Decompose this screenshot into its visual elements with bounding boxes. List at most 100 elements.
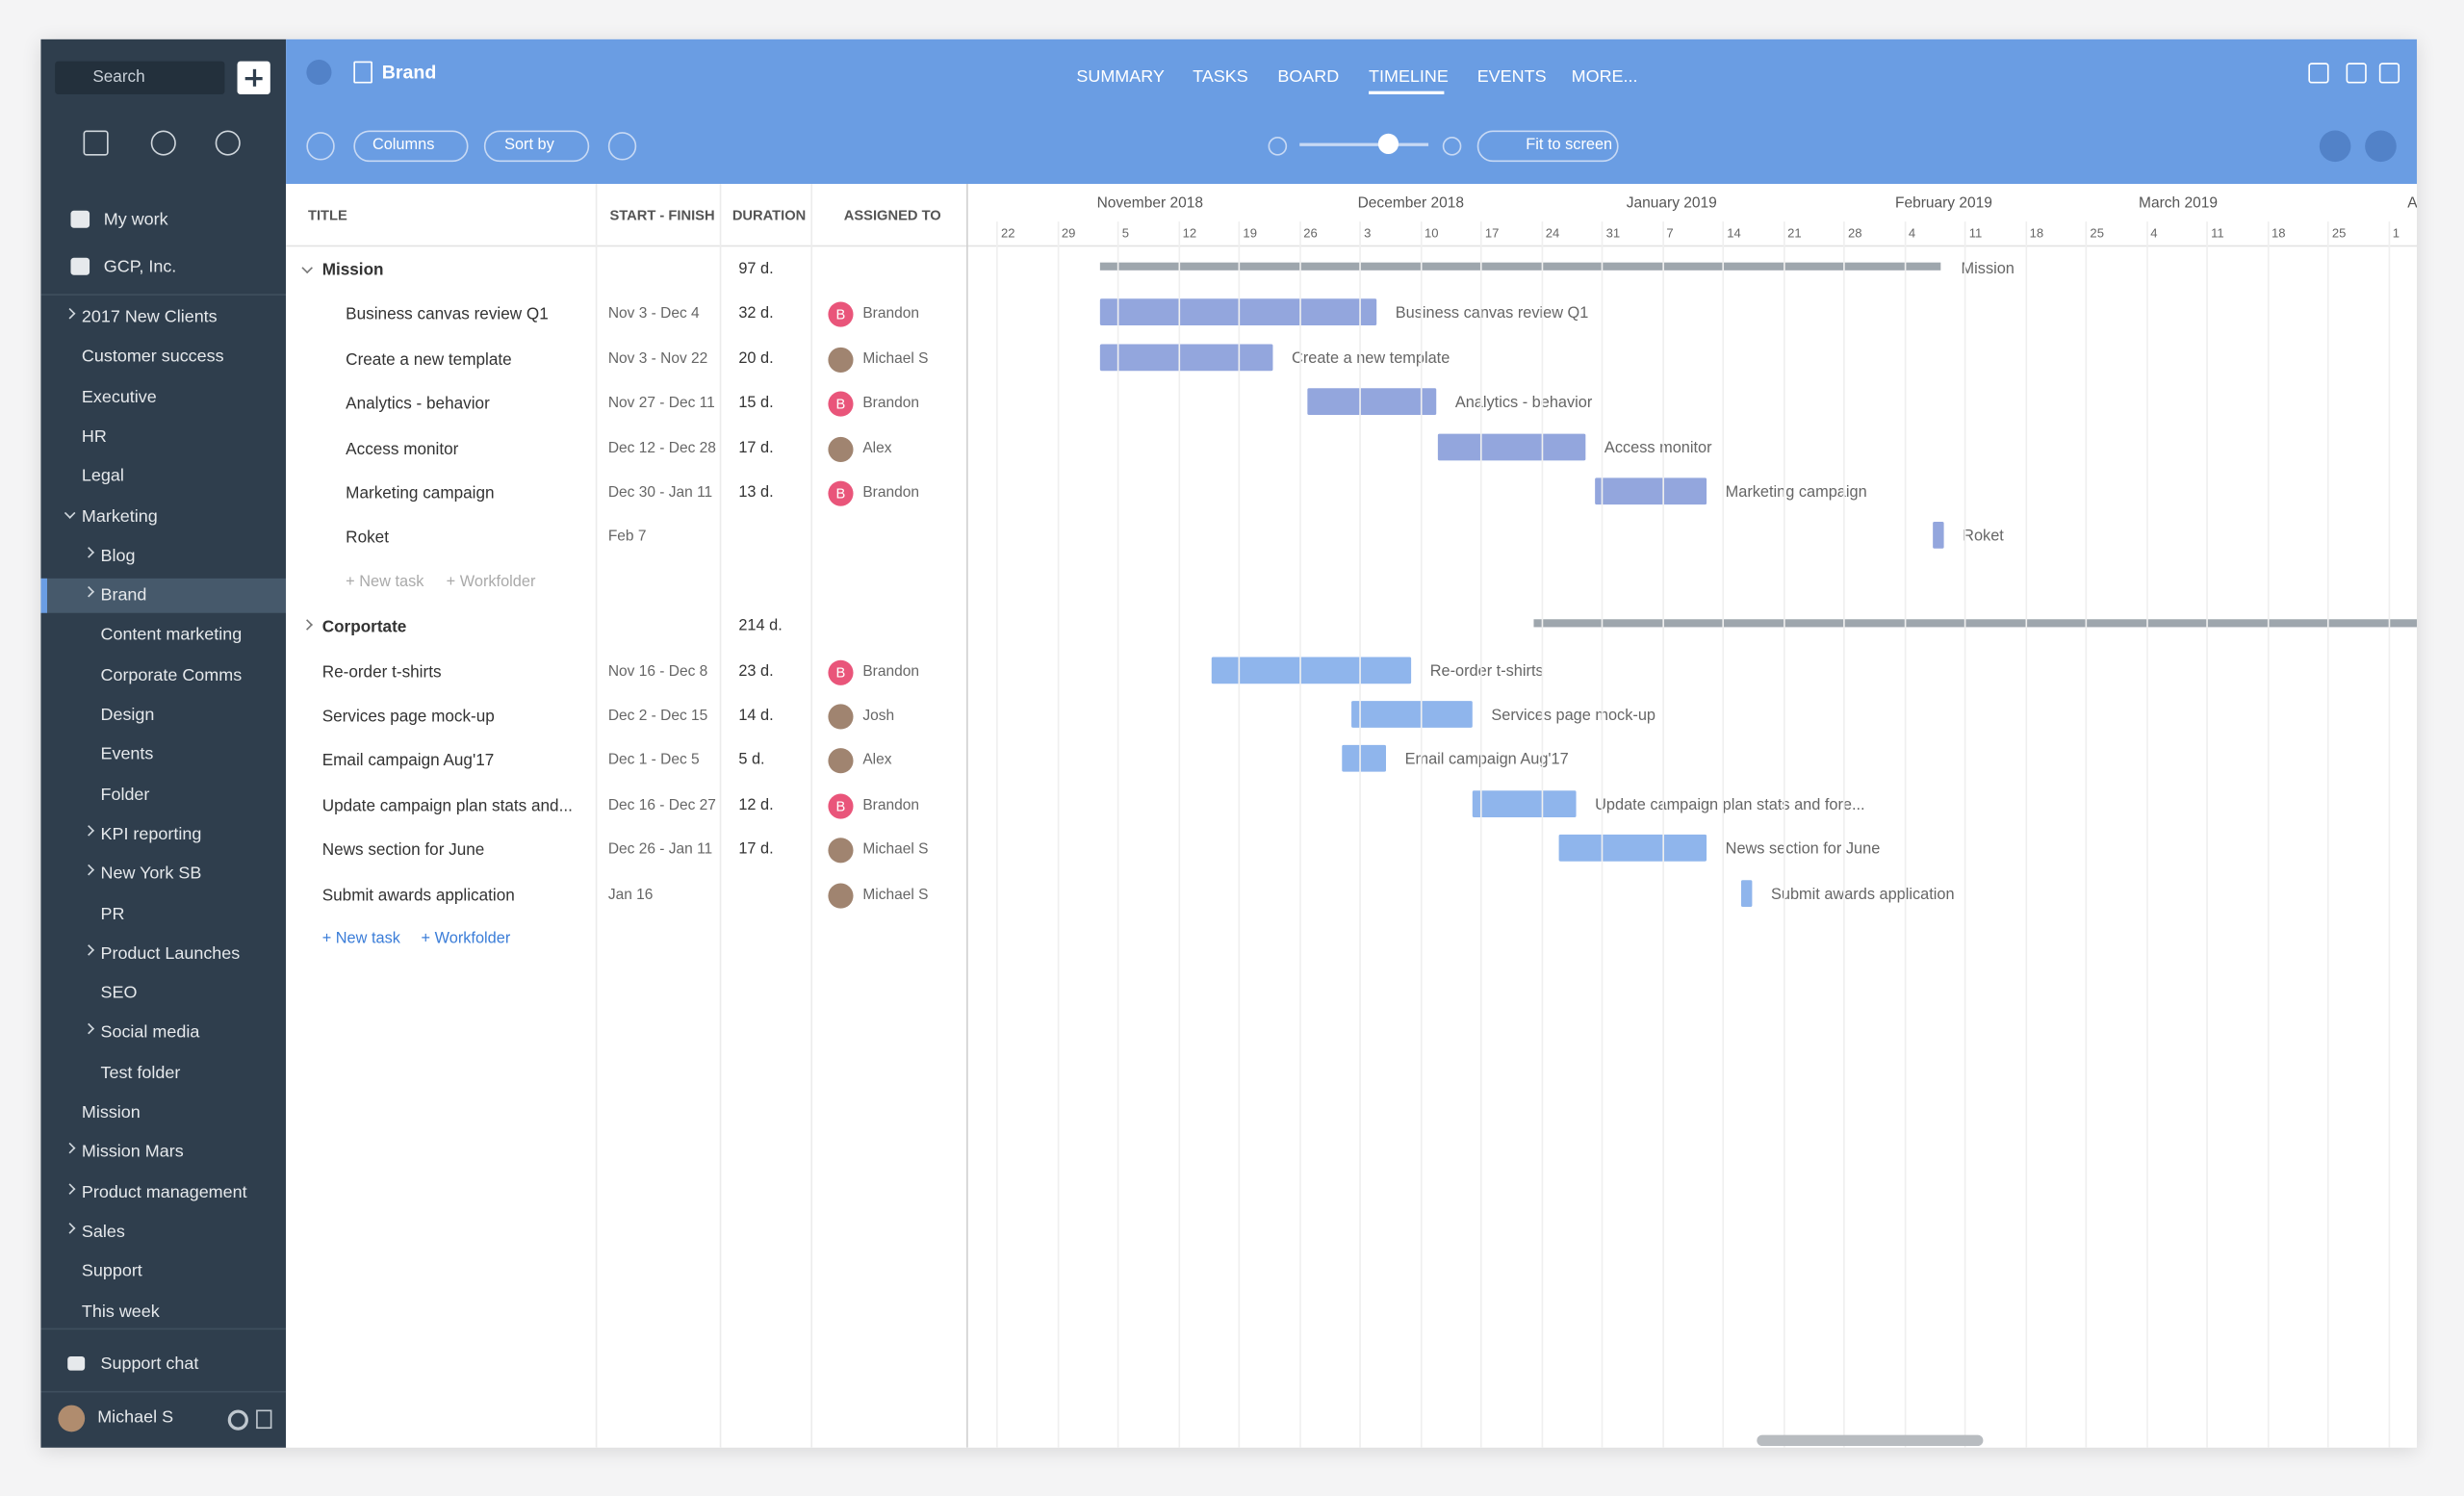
- logout-icon[interactable]: [256, 1409, 272, 1430]
- task-title[interactable]: Update campaign plan stats and...: [321, 796, 573, 816]
- folder-item[interactable]: Design: [100, 706, 155, 725]
- share-icon[interactable]: [2308, 63, 2329, 84]
- gantt-bar[interactable]: [1740, 879, 1753, 907]
- zoom-handle[interactable]: [1377, 133, 1399, 154]
- folder-item[interactable]: Product Launches: [100, 943, 241, 964]
- folder-item[interactable]: Social media: [100, 1023, 200, 1044]
- task-title[interactable]: Analytics - behavior: [346, 395, 490, 414]
- task-title[interactable]: Create a new template: [346, 349, 512, 370]
- folder-item[interactable]: Mission Mars: [81, 1143, 184, 1163]
- folder-item[interactable]: Sales: [81, 1223, 125, 1242]
- gantt-bar[interactable]: [1099, 344, 1273, 371]
- settings-button[interactable]: [2365, 130, 2397, 163]
- gantt-bar[interactable]: [1472, 789, 1577, 817]
- tab[interactable]: TIMELINE: [1369, 67, 1449, 87]
- tab[interactable]: BOARD: [1277, 67, 1340, 87]
- support-chat[interactable]: Support chat: [100, 1354, 199, 1374]
- folder-item[interactable]: Support: [81, 1262, 142, 1281]
- tab[interactable]: TASKS: [1193, 67, 1248, 87]
- folder-item[interactable]: Content marketing: [100, 626, 243, 646]
- new-workfolder[interactable]: + Workfolder: [446, 573, 536, 591]
- star-icon[interactable]: [2346, 63, 2367, 84]
- folder-item[interactable]: SEO: [100, 984, 138, 1003]
- folder-item[interactable]: 2017 New Clients: [81, 307, 218, 327]
- column-header[interactable]: DURATION: [732, 207, 807, 223]
- folder-item[interactable]: New York SB: [100, 864, 202, 884]
- refresh-button[interactable]: [607, 132, 637, 161]
- zoom-out[interactable]: [1268, 137, 1288, 156]
- zoom-in[interactable]: [1442, 137, 1462, 156]
- folder-item[interactable]: PR: [100, 904, 125, 924]
- nav-item[interactable]: GCP, Inc.: [103, 257, 177, 277]
- folder-item[interactable]: Folder: [100, 785, 150, 805]
- folder-item[interactable]: Product management: [81, 1182, 247, 1202]
- apps-icon[interactable]: [83, 130, 109, 156]
- chevron[interactable]: [64, 1222, 76, 1234]
- bell-icon[interactable]: [215, 130, 241, 156]
- group-chevron[interactable]: [301, 262, 313, 274]
- task-title[interactable]: News section for June: [321, 840, 485, 861]
- chevron[interactable]: [83, 824, 95, 837]
- back-button[interactable]: [306, 132, 335, 161]
- task-title[interactable]: Submit awards application: [321, 886, 515, 905]
- group-title[interactable]: Mission: [321, 261, 384, 280]
- gantt-bar[interactable]: [1595, 477, 1707, 505]
- folder-item[interactable]: KPI reporting: [100, 824, 202, 844]
- tab[interactable]: EVENTS: [1476, 67, 1547, 87]
- task-title[interactable]: Re-order t-shirts: [321, 662, 442, 682]
- chevron[interactable]: [64, 506, 76, 519]
- gantt-bar[interactable]: [1351, 701, 1473, 728]
- new-workfolder[interactable]: + Workfolder: [421, 930, 511, 948]
- scrollbar[interactable]: [1757, 1434, 1984, 1447]
- chevron[interactable]: [83, 943, 95, 956]
- folder-item[interactable]: Customer success: [81, 348, 224, 367]
- filter-button[interactable]: [2319, 130, 2351, 163]
- folder-item[interactable]: HR: [81, 426, 107, 447]
- column-header[interactable]: ASSIGNED TO: [843, 207, 941, 223]
- user-name[interactable]: Michael S: [97, 1407, 174, 1428]
- folder-item[interactable]: This week: [81, 1302, 160, 1322]
- gantt-bar[interactable]: [1933, 522, 1944, 550]
- tab[interactable]: SUMMARY: [1076, 67, 1165, 87]
- settings-icon[interactable]: [227, 1409, 248, 1431]
- group-title[interactable]: Corportate: [321, 617, 407, 637]
- search-box[interactable]: [55, 61, 225, 94]
- gantt-bar[interactable]: [1558, 835, 1707, 862]
- task-title[interactable]: Marketing campaign: [346, 483, 495, 503]
- gantt-bar[interactable]: [1437, 432, 1586, 460]
- pin-icon[interactable]: [2378, 63, 2400, 84]
- folder-item[interactable]: Events: [100, 745, 154, 764]
- chevron[interactable]: [83, 546, 95, 558]
- folder-item[interactable]: Mission: [81, 1103, 141, 1122]
- sortby-button[interactable]: [483, 130, 590, 163]
- task-title[interactable]: Business canvas review Q1: [346, 305, 549, 324]
- new-task[interactable]: + New task: [346, 573, 424, 591]
- folder-item[interactable]: Test folder: [100, 1063, 181, 1083]
- group-chevron[interactable]: [301, 619, 313, 632]
- task-title[interactable]: Roket: [346, 529, 389, 548]
- chevron[interactable]: [64, 307, 76, 320]
- task-title[interactable]: Access monitor: [346, 439, 459, 459]
- tab[interactable]: MORE...: [1571, 67, 1638, 87]
- columns-button[interactable]: [353, 130, 469, 163]
- nav-item[interactable]: My work: [103, 210, 168, 230]
- column-header[interactable]: START - FINISH: [609, 207, 715, 223]
- gantt-bar[interactable]: [1342, 745, 1386, 773]
- chevron[interactable]: [64, 1182, 76, 1195]
- gantt-bar[interactable]: [1211, 656, 1412, 684]
- folder-item[interactable]: Legal: [81, 467, 124, 486]
- fit-button[interactable]: [1476, 130, 1619, 163]
- new-task[interactable]: + New task: [321, 930, 400, 948]
- folder-item[interactable]: Executive: [81, 387, 157, 407]
- chevron[interactable]: [83, 1023, 95, 1035]
- folder-item[interactable]: Corporate Comms: [100, 665, 243, 685]
- column-header[interactable]: TITLE: [307, 207, 347, 223]
- folder-item[interactable]: Brand: [100, 586, 147, 606]
- clock-icon[interactable]: [150, 130, 176, 156]
- folder-item[interactable]: Marketing: [81, 506, 158, 527]
- task-title[interactable]: Email campaign Aug'17: [321, 752, 495, 771]
- folder-item[interactable]: Blog: [100, 546, 136, 566]
- chevron[interactable]: [83, 864, 95, 876]
- chevron[interactable]: [64, 1143, 76, 1154]
- up-button[interactable]: [306, 60, 332, 86]
